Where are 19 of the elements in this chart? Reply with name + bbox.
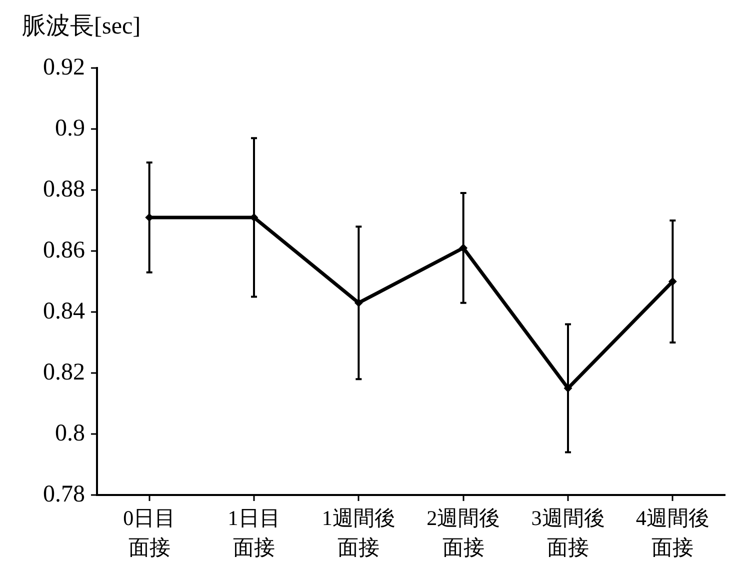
y-tick-label: 0.9 bbox=[55, 115, 85, 142]
point bbox=[354, 298, 363, 307]
x-tick-label: 3週間後面接 bbox=[531, 506, 605, 560]
y-tick-label: 0.92 bbox=[43, 54, 85, 80]
point bbox=[250, 213, 258, 222]
y-tick-label: 0.86 bbox=[43, 237, 85, 264]
point bbox=[668, 278, 677, 286]
y-tick-label: 0.8 bbox=[55, 420, 85, 446]
y-tick-label: 0.78 bbox=[43, 481, 85, 508]
x-tick-label: 2週間後面接 bbox=[426, 506, 500, 560]
point bbox=[459, 244, 468, 252]
y-axis-title: 脈波長[sec] bbox=[22, 13, 141, 40]
y-tick-label: 0.82 bbox=[43, 359, 85, 386]
x-tick-label: 1週間後面接 bbox=[322, 506, 396, 560]
x-tick-label: 4週間後面接 bbox=[636, 506, 710, 560]
x-tick-label: 0日目面接 bbox=[123, 506, 176, 560]
y-tick-label: 0.84 bbox=[43, 298, 85, 324]
y-tick-label: 0.88 bbox=[43, 176, 85, 202]
x-tick-label: 1日目面接 bbox=[228, 506, 280, 560]
